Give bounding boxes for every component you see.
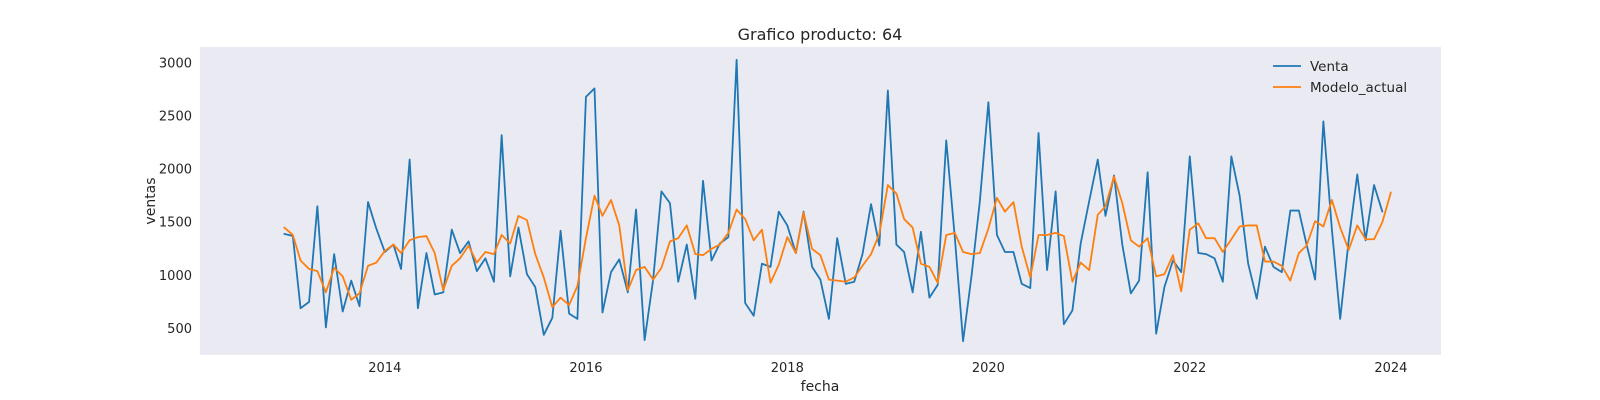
x-tick-label: 2018 bbox=[771, 361, 804, 376]
y-tick-label: 1500 bbox=[159, 216, 192, 231]
series-layer bbox=[283, 58, 1392, 343]
y-axis-ticks: 500 1000 1500 2000 2500 3000 bbox=[159, 56, 192, 337]
legend-label: Venta bbox=[1310, 59, 1349, 75]
x-tick-label: 2014 bbox=[368, 361, 401, 376]
y-tick-label: 1000 bbox=[159, 269, 192, 284]
series-line-modelo-actual bbox=[283, 175, 1392, 309]
y-tick-label: 2000 bbox=[159, 163, 192, 178]
x-tick-label: 2024 bbox=[1374, 361, 1407, 376]
plot-area bbox=[200, 47, 1441, 355]
x-axis-ticks: 2014 2016 2018 2020 2022 2024 bbox=[368, 361, 1407, 376]
x-tick-label: 2022 bbox=[1173, 361, 1206, 376]
legend-label: Modelo_actual bbox=[1310, 80, 1407, 96]
legend: Venta Modelo_actual bbox=[1273, 59, 1407, 96]
y-tick-label: 2500 bbox=[159, 110, 192, 125]
y-tick-label: 500 bbox=[167, 322, 192, 337]
y-tick-label: 3000 bbox=[159, 56, 192, 71]
x-tick-label: 2020 bbox=[972, 361, 1005, 376]
y-axis-label: ventas bbox=[143, 177, 159, 224]
series-line-venta bbox=[283, 58, 1384, 343]
chart-title: Grafico producto: 64 bbox=[738, 25, 903, 44]
x-axis-label: fecha bbox=[801, 379, 840, 395]
x-tick-label: 2016 bbox=[569, 361, 602, 376]
